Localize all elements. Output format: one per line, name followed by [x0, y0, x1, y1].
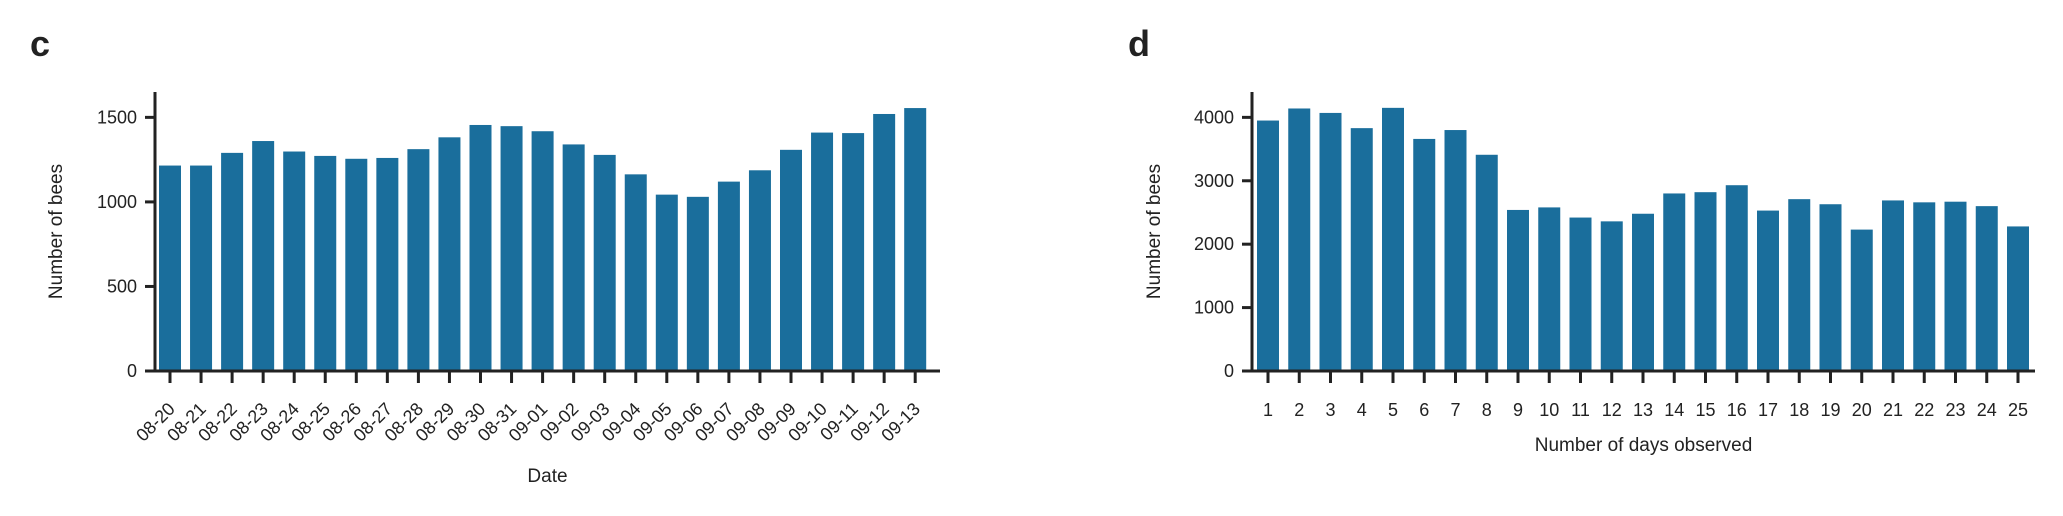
- x-tick-label: 15: [1695, 400, 1715, 420]
- bar: [1538, 207, 1561, 371]
- x-tick-label: 13: [1633, 400, 1653, 420]
- bar: [438, 137, 461, 371]
- bar: [469, 124, 492, 372]
- bar: [2007, 226, 2029, 371]
- x-tick-label: 18: [1789, 400, 1809, 420]
- bar: [159, 165, 181, 371]
- bar: [1569, 217, 1592, 371]
- panel-letter-d: d: [1128, 23, 1150, 64]
- y-tick-label: 500: [107, 276, 137, 296]
- x-tick-label: 6: [1419, 400, 1429, 420]
- x-tick-label: 19: [1820, 400, 1840, 420]
- bar: [748, 170, 771, 371]
- bar: [1413, 138, 1436, 371]
- x-tick-label: 4: [1357, 400, 1367, 420]
- chart-c: 05001000150008-2008-2108-2208-2308-2408-…: [46, 92, 940, 487]
- y-tick-label: 0: [1224, 361, 1234, 381]
- bar: [686, 196, 709, 371]
- x-tick-label: 23: [1945, 400, 1965, 420]
- bar: [1632, 213, 1654, 371]
- bar: [1507, 209, 1529, 371]
- bar: [1382, 107, 1404, 372]
- x-tick-label: 11: [1571, 400, 1590, 420]
- bar: [1444, 130, 1467, 371]
- bar: [1882, 200, 1904, 371]
- bar: [531, 131, 554, 371]
- bar: [1944, 201, 1967, 371]
- x-tick-label: 20: [1852, 400, 1872, 420]
- x-tick-label: 8: [1482, 400, 1492, 420]
- bar: [562, 144, 585, 371]
- bar: [1913, 202, 1936, 371]
- bar: [500, 126, 523, 371]
- panel-letter-c: c: [30, 23, 50, 64]
- bar: [1319, 112, 1342, 372]
- bar: [1819, 204, 1842, 371]
- y-tick-label: 3000: [1194, 171, 1234, 191]
- bar: [1757, 210, 1779, 371]
- bar: [1350, 128, 1373, 371]
- bar: [842, 133, 865, 371]
- y-tick-label: 0: [127, 361, 137, 381]
- x-axis-title: Number of days observed: [1535, 435, 1753, 456]
- bar: [873, 113, 896, 372]
- bar: [283, 151, 306, 371]
- bar: [1694, 192, 1717, 371]
- x-tick-label: 1: [1263, 400, 1273, 420]
- bar: [593, 154, 616, 371]
- bar: [655, 194, 678, 371]
- x-tick-label: 17: [1758, 400, 1778, 420]
- bar: [1475, 154, 1498, 371]
- y-axis-title: Number of bees: [1144, 164, 1165, 299]
- y-axis-title: Number of bees: [46, 164, 67, 299]
- bar: [1725, 185, 1748, 371]
- x-tick-label: 21: [1883, 400, 1903, 420]
- bar: [345, 158, 368, 371]
- y-tick-label: 4000: [1194, 107, 1234, 127]
- bar: [624, 174, 647, 371]
- bar: [1288, 108, 1311, 372]
- x-tick-label: 14: [1664, 400, 1684, 420]
- x-tick-label: 10: [1539, 400, 1559, 420]
- x-tick-label: 7: [1450, 400, 1460, 420]
- bar: [1788, 199, 1811, 371]
- bar: [780, 149, 802, 371]
- x-tick-label: 3: [1325, 400, 1335, 420]
- bar: [1663, 193, 1686, 371]
- x-axis-title: Date: [527, 466, 567, 487]
- x-tick-label: 22: [1914, 400, 1934, 420]
- bar: [190, 165, 213, 371]
- x-tick-label: 9: [1513, 400, 1523, 420]
- x-tick-label: 5: [1388, 400, 1398, 420]
- bar: [314, 155, 337, 371]
- bar: [717, 181, 740, 371]
- bar: [1600, 221, 1623, 371]
- bar: [376, 157, 399, 371]
- x-tick-label: 2: [1294, 400, 1304, 420]
- y-tick-label: 2000: [1194, 234, 1234, 254]
- y-tick-label: 1000: [1194, 298, 1234, 318]
- bar: [221, 152, 244, 371]
- bar: [811, 132, 834, 371]
- bar: [252, 141, 275, 371]
- bar: [1975, 206, 1998, 371]
- bar: [407, 149, 430, 371]
- y-tick-label: 1000: [97, 192, 137, 212]
- x-tick-label: 16: [1727, 400, 1747, 420]
- bar: [1850, 229, 1873, 371]
- x-tick-label: 12: [1602, 400, 1622, 420]
- bar: [1257, 120, 1279, 371]
- x-tick-label: 24: [1977, 400, 1997, 420]
- bar: [904, 108, 927, 372]
- x-tick-label: 25: [2008, 400, 2028, 420]
- y-tick-label: 1500: [97, 107, 137, 127]
